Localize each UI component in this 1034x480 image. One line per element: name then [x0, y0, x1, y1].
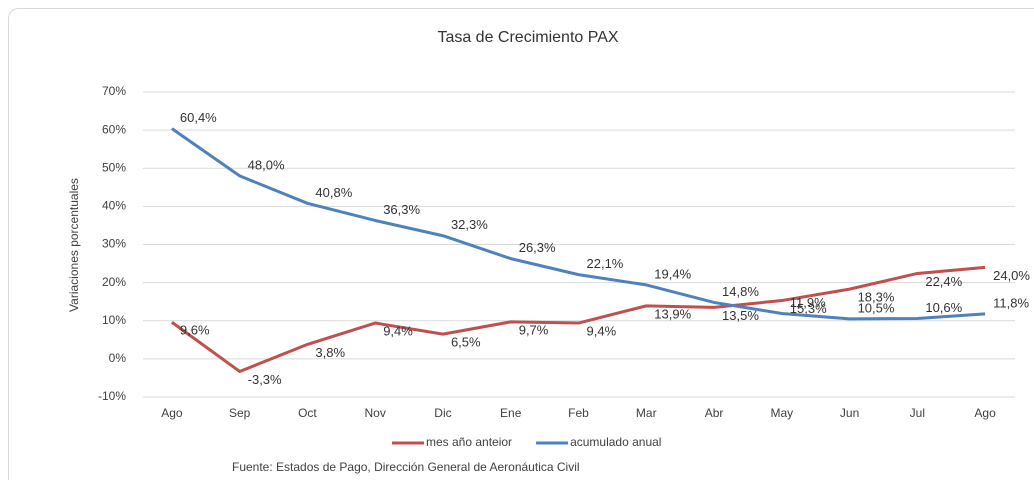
data-label: 11,9% — [790, 295, 826, 310]
series-line — [171, 127, 986, 321]
data-label: 18,3% — [858, 290, 895, 305]
y-tick-label: 20% — [102, 275, 126, 289]
x-tick-label: Abr — [705, 406, 724, 420]
data-label: 10,5% — [858, 300, 895, 315]
x-tick-label: Ago — [161, 406, 183, 420]
data-label: 10,6% — [925, 300, 962, 315]
x-tick-label: Jun — [840, 406, 859, 420]
x-tick-label: Mar — [636, 406, 657, 420]
x-tick-label: Ene — [500, 406, 522, 420]
data-label: 14,8% — [722, 284, 759, 299]
series-line — [171, 265, 986, 373]
x-tick-label: Dic — [434, 406, 451, 420]
data-label: 9,4% — [587, 323, 617, 338]
data-label: 60,4% — [180, 110, 217, 125]
y-tick-label: -10% — [98, 389, 126, 403]
y-tick-label: 70% — [102, 84, 126, 98]
x-tick-label: Feb — [568, 406, 589, 420]
data-label: 32,3% — [451, 217, 488, 232]
legend-label: acumulado anual — [570, 435, 661, 449]
data-label: 22,1% — [587, 256, 624, 271]
y-tick-label: 10% — [102, 313, 126, 327]
data-label: 9,7% — [519, 322, 549, 337]
data-label: 6,5% — [451, 335, 481, 350]
x-tick-label: Nov — [365, 406, 386, 420]
data-label: 24,0% — [993, 268, 1030, 283]
source-note: Fuente: Estados de Pago, Dirección Gener… — [232, 460, 580, 474]
y-axis-label: Variaciones porcentuales — [67, 178, 81, 312]
data-label: 22,4% — [925, 274, 962, 289]
data-label: 19,4% — [654, 266, 691, 281]
data-label: 15,3% — [790, 301, 827, 316]
data-label: 13,5% — [722, 308, 759, 323]
data-label: 40,8% — [315, 185, 352, 200]
data-label: 48,0% — [248, 157, 285, 172]
x-tick-label: Ago — [974, 406, 996, 420]
data-label: 13,9% — [654, 306, 691, 321]
y-tick-label: 30% — [102, 237, 126, 251]
data-label: 11,8% — [993, 295, 1029, 310]
data-label: 3,8% — [315, 345, 345, 360]
x-tick-label: Jul — [910, 406, 925, 420]
y-tick-label: 40% — [102, 199, 126, 213]
data-label: 9,4% — [383, 323, 413, 338]
x-tick-label: May — [770, 406, 793, 420]
y-tick-label: 0% — [109, 351, 127, 365]
data-label: 9,6% — [180, 323, 210, 338]
x-tick-label: Sep — [229, 406, 251, 420]
y-tick-label: 60% — [102, 122, 126, 136]
legend-label: mes año anteior — [426, 435, 512, 449]
data-label: -3,3% — [248, 372, 282, 387]
data-label: 26,3% — [519, 240, 556, 255]
y-tick-label: 50% — [102, 160, 126, 174]
data-label: 36,3% — [383, 202, 420, 217]
chart-title: Tasa de Crecimiento PAX — [437, 29, 618, 46]
x-tick-label: Oct — [298, 406, 317, 420]
